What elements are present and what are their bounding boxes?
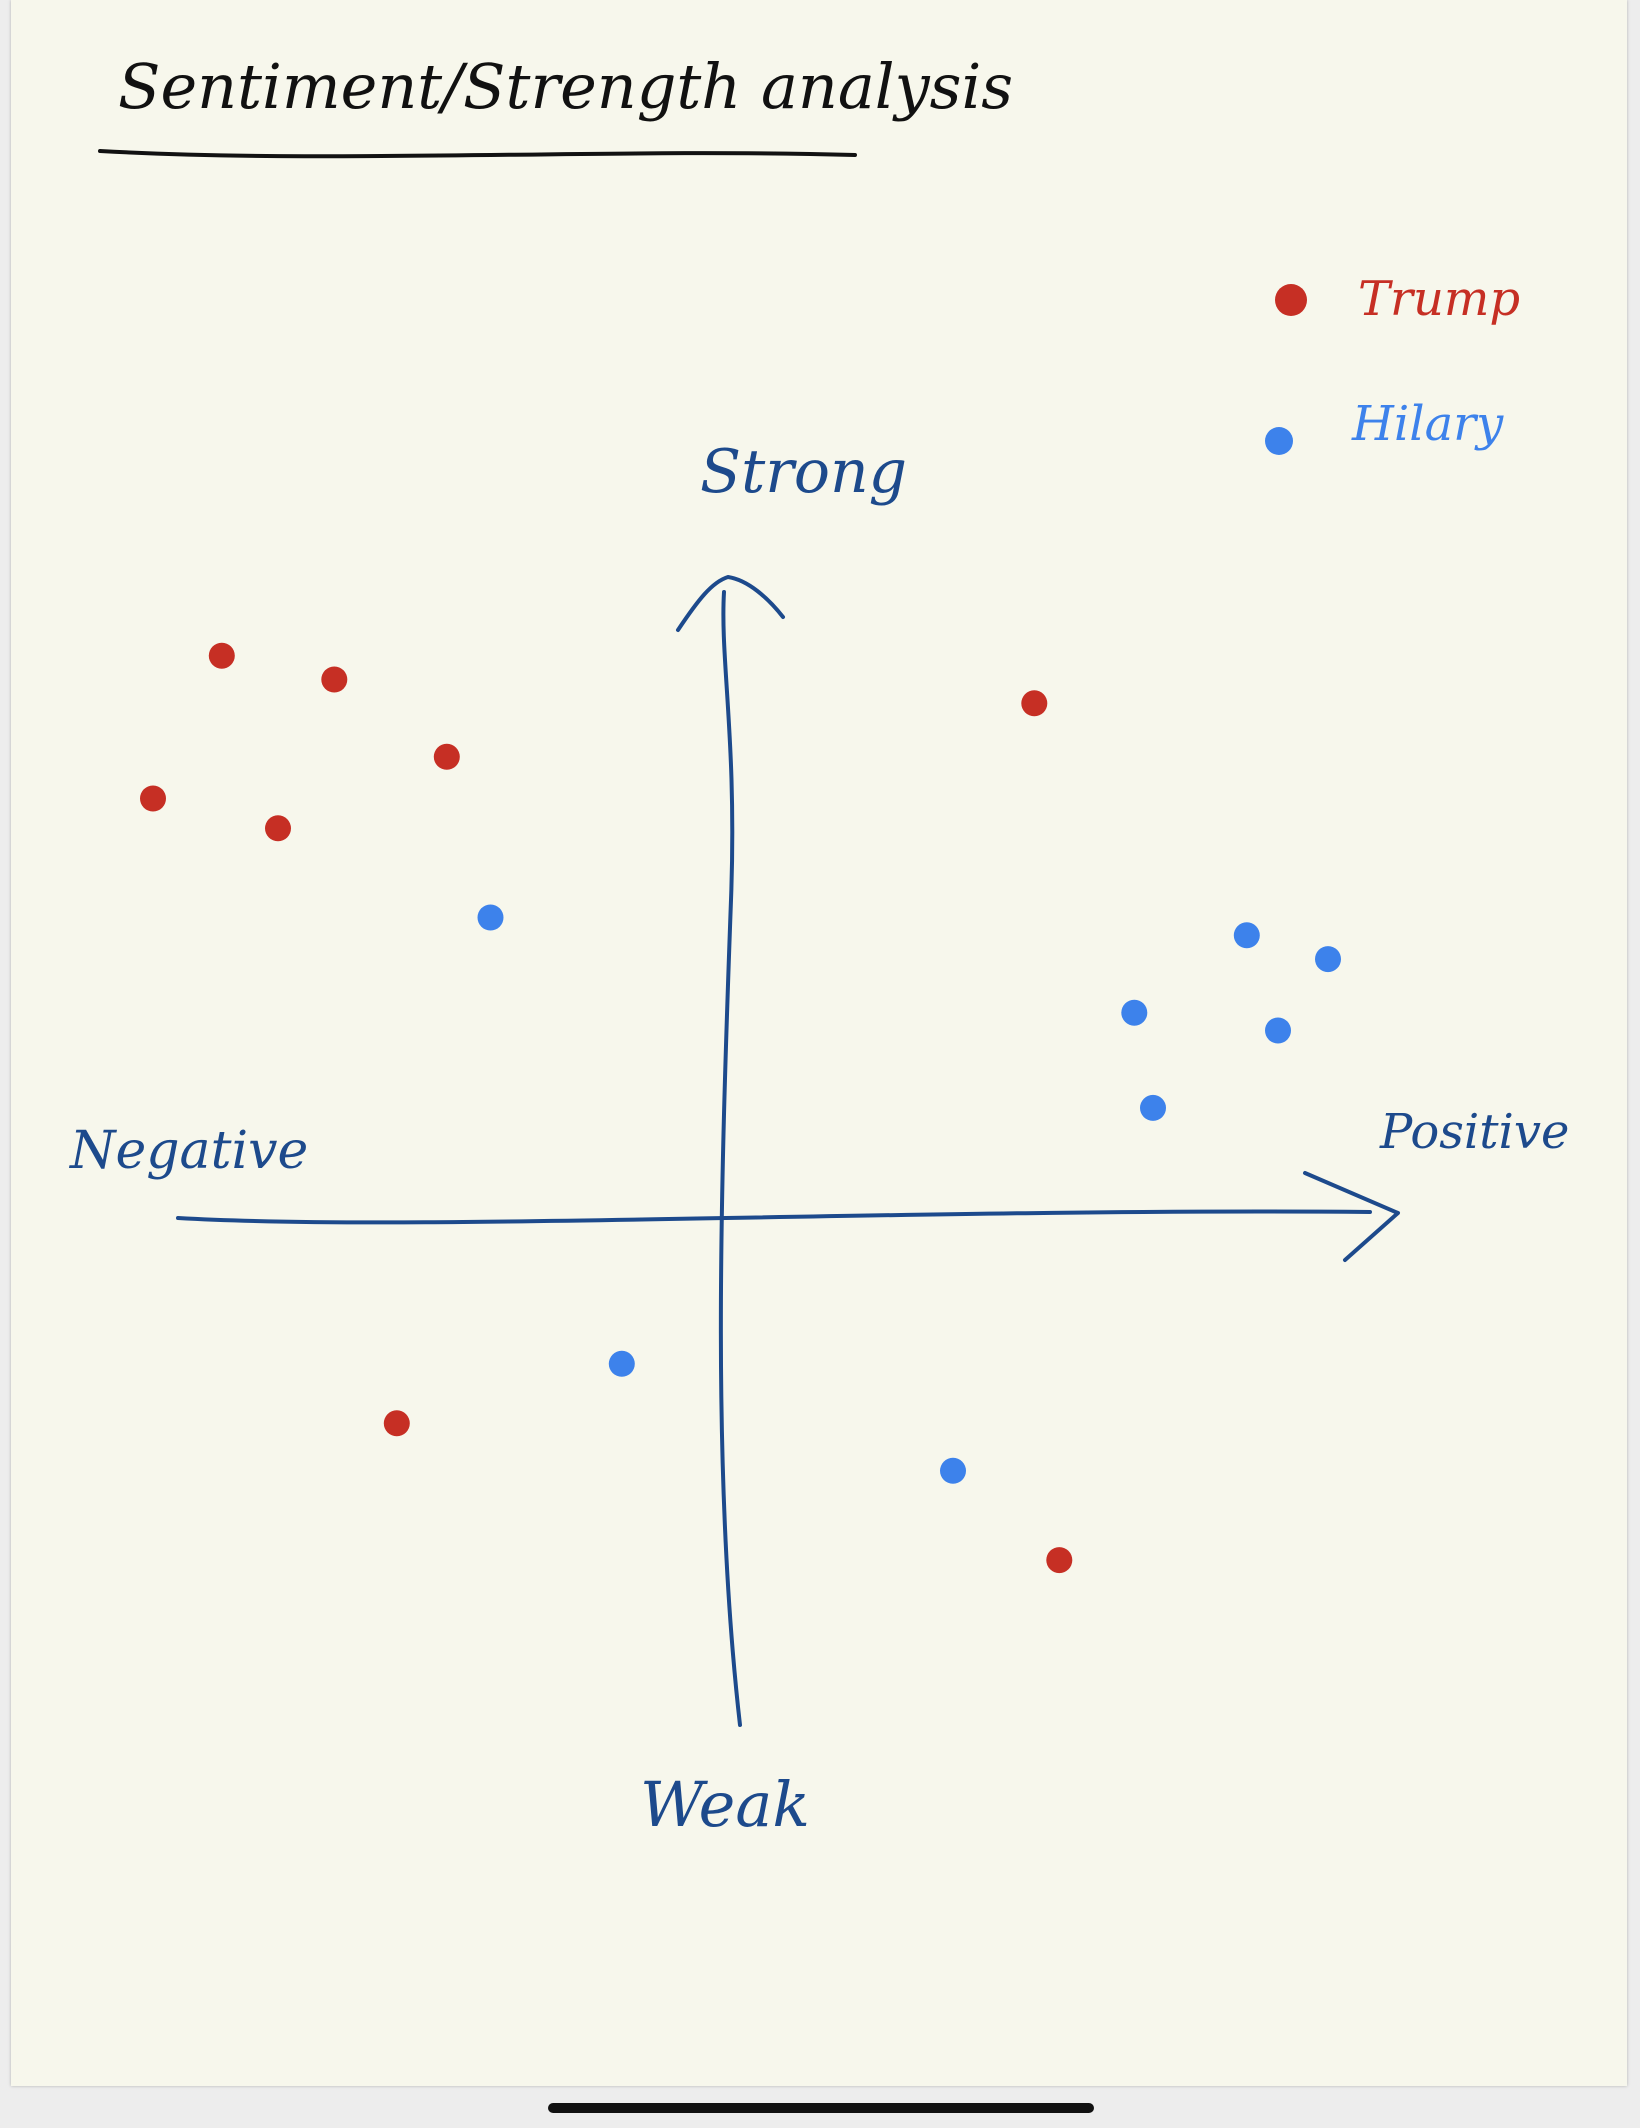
hilary-point-7 [609,1351,635,1377]
hilary-point-3 [1315,946,1341,972]
x-axis-label-negative: Negative [68,1121,308,1181]
trump-point-1 [209,643,235,669]
x-axis-line [178,1212,1370,1223]
y-axis-arrowhead [678,577,783,630]
trump-point-8 [1046,1547,1072,1573]
trump-point-3 [434,744,460,770]
scatter-points [140,643,1341,1573]
x-axis-arrowhead [1305,1173,1398,1260]
y-axis-label-strong: Strong [700,437,907,507]
x-axis-label-positive: Positive [1379,1104,1569,1160]
trump-point-7 [384,1410,410,1436]
home-indicator[interactable] [548,2103,1094,2113]
hilary-point-4 [1121,1000,1147,1026]
legend-hilary-marker [1265,427,1293,455]
y-axis-label-weak: Weak [640,1768,810,1841]
hilary-point-6 [1140,1095,1166,1121]
chart-title: Sentiment/Strength analysis [118,50,1013,123]
y-axis-line [721,592,740,1725]
title-underline [100,151,855,156]
trump-point-5 [265,815,291,841]
legend-trump-marker [1275,284,1307,316]
trump-point-4 [140,786,166,812]
legend-hilary-label: Hilary [1351,396,1504,452]
trump-point-6 [1021,690,1047,716]
hilary-point-1 [478,905,504,931]
hilary-point-5 [1265,1018,1291,1044]
trump-point-2 [321,667,347,693]
legend-trump-label: Trump [1358,271,1520,327]
hilary-point-8 [940,1458,966,1484]
hilary-point-2 [1234,922,1260,948]
legend: Trump Hilary [1265,271,1520,455]
